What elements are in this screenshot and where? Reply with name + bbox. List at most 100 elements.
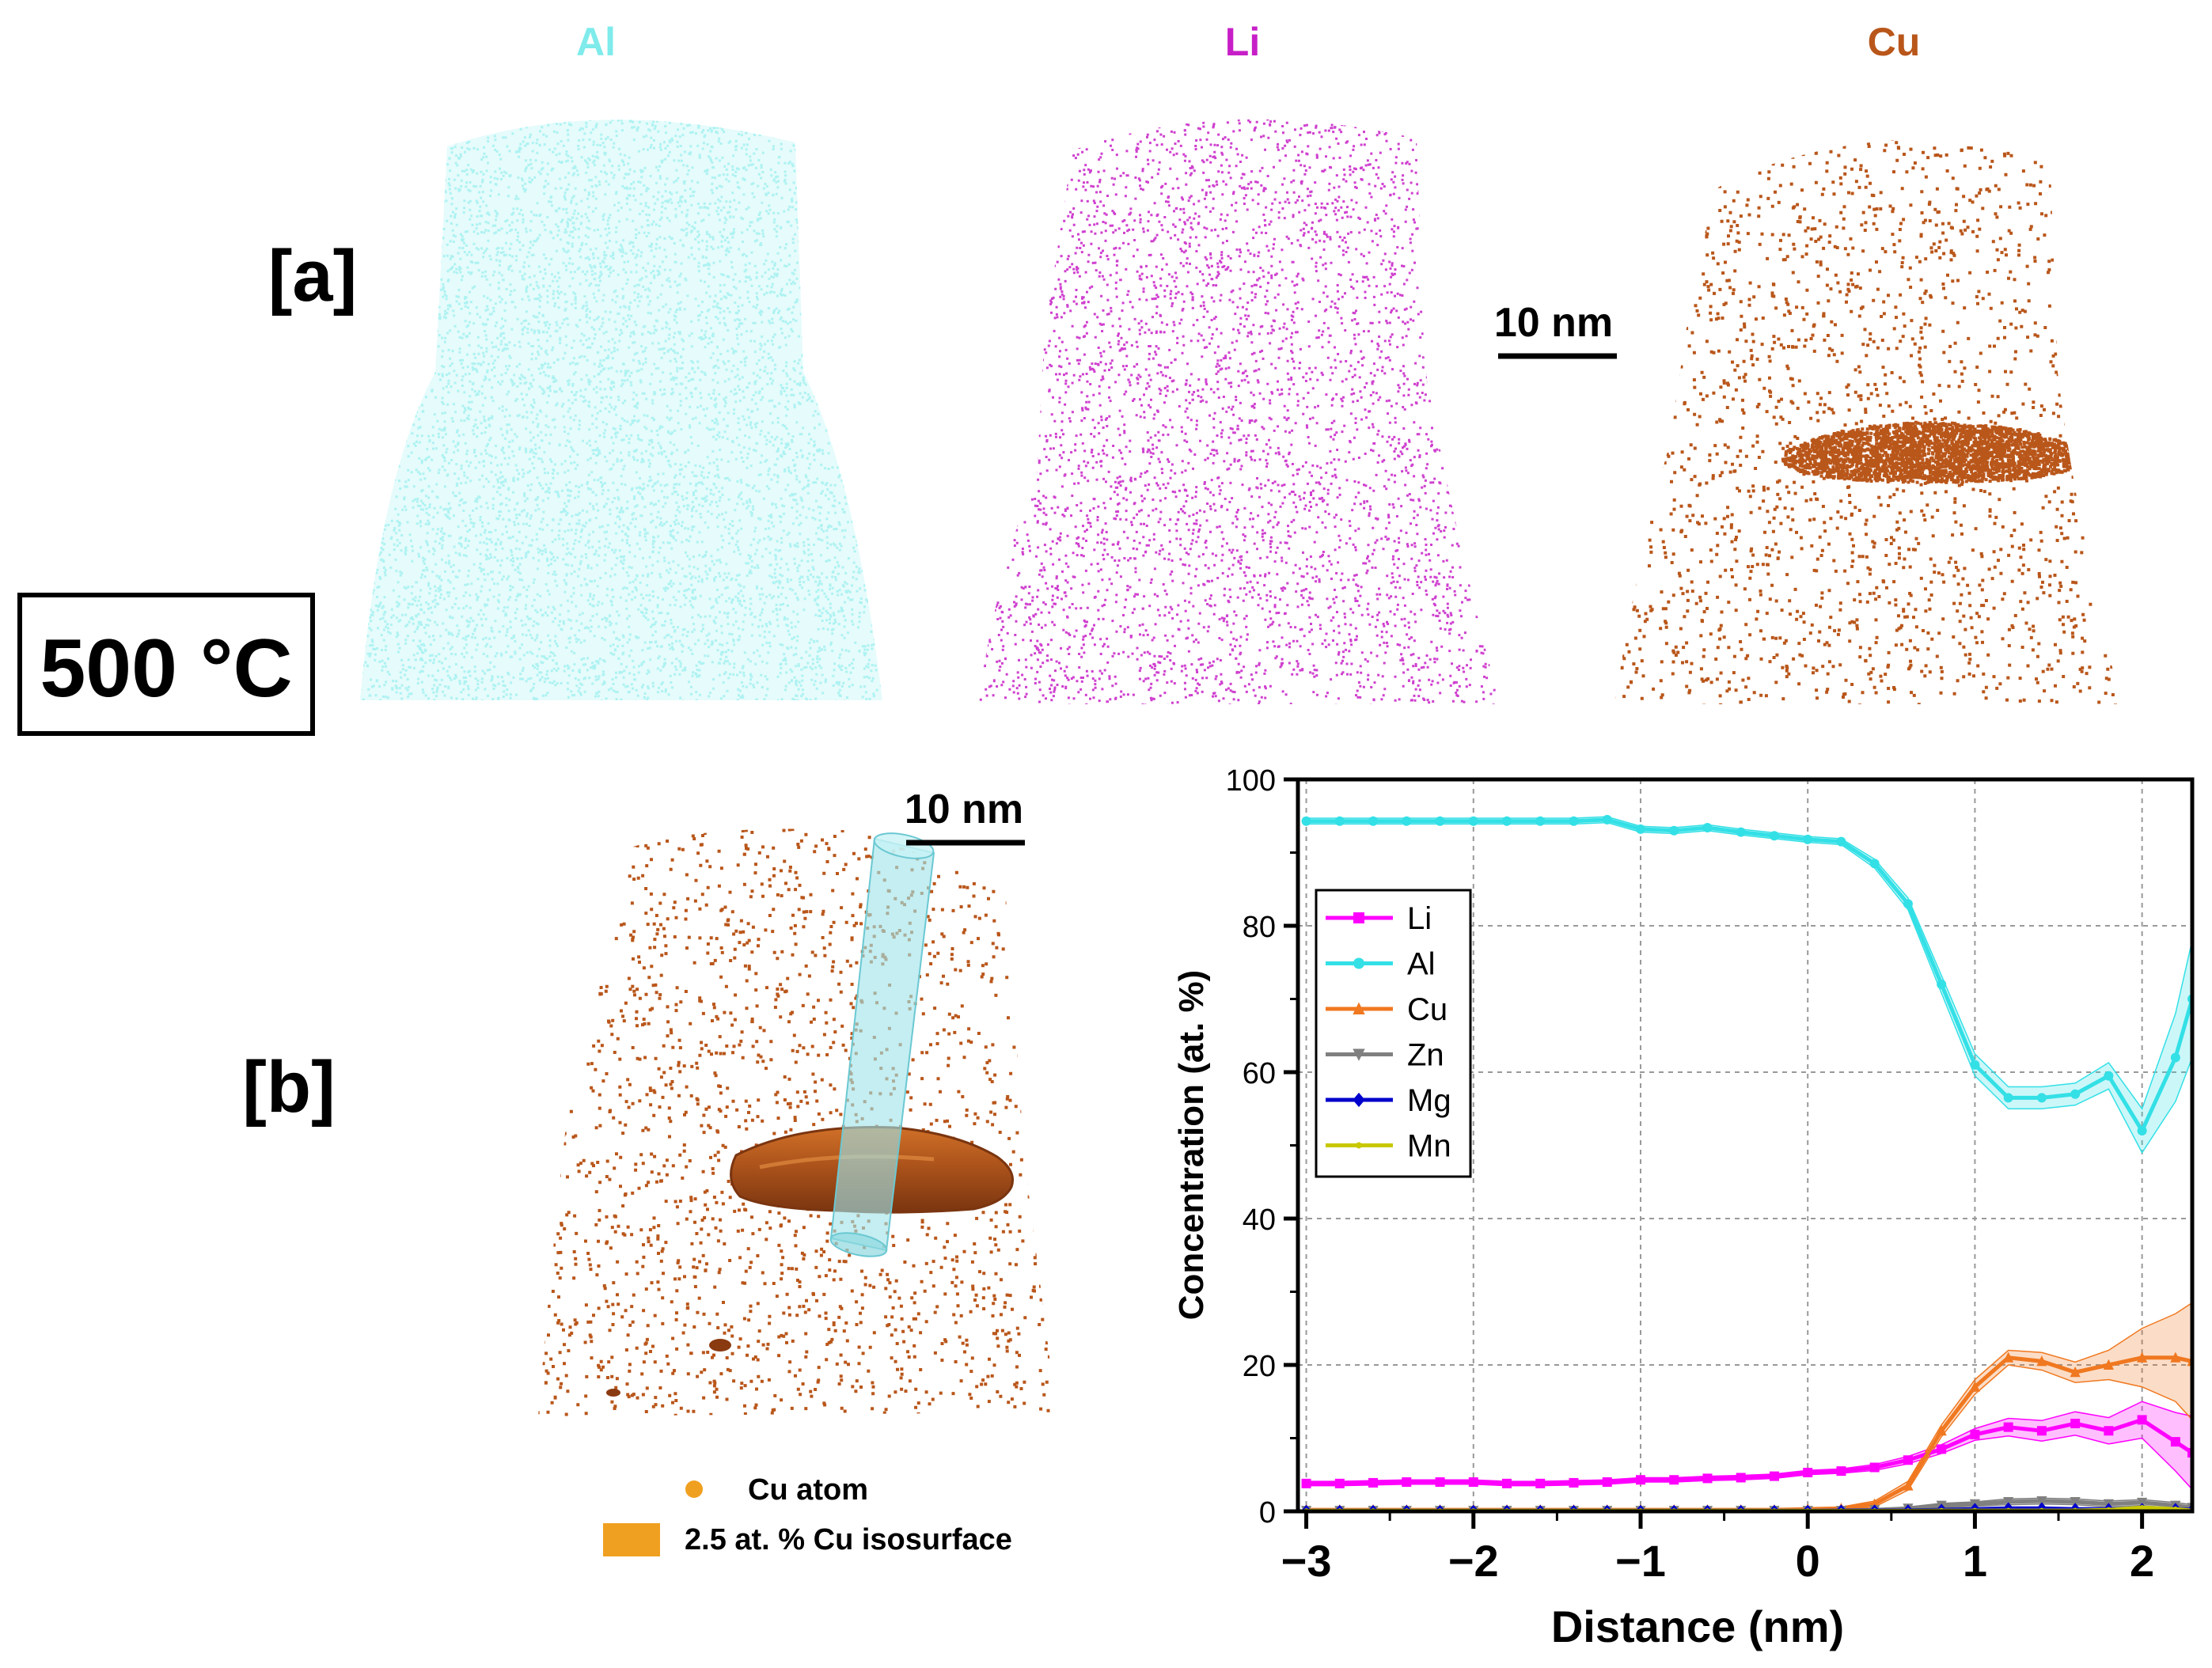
data-point-al [1836,836,1846,847]
data-point-zn [2070,1496,2081,1508]
data-point-al [1970,1060,1980,1070]
al-map-title: Al [576,20,616,64]
data-point-li [1769,1471,1779,1481]
data-point-li [2170,1437,2180,1447]
cu-atom-legend-label: Cu atom [748,1473,868,1507]
legend-label-li: Li [1407,901,1432,936]
x-tick-label: −3 [1281,1536,1332,1586]
data-point-li [2070,1419,2081,1428]
legend-label-al: Al [1407,947,1436,982]
data-point-li [1635,1475,1645,1485]
data-point-al [1803,834,1813,844]
atom-dots [360,119,882,700]
data-point-al [1435,816,1445,826]
data-point-li [1836,1466,1846,1477]
precipitate-dots [1781,421,2085,484]
data-point-al [1769,831,1779,841]
roi-cylinder [829,832,935,1257]
legend-marker-zn [1353,1048,1365,1061]
data-point-al [1602,814,1612,825]
data-point-al [2104,1071,2114,1081]
y-tick-label: 60 [1243,1057,1276,1090]
data-point-al [1903,899,1913,909]
data-point-al [1569,816,1579,826]
data-point-al [1635,824,1645,834]
data-point-li [1736,1473,1746,1483]
data-point-cu [2137,1351,2148,1363]
legend-marker-mg [1353,1092,1365,1108]
data-point-li [2036,1426,2047,1436]
concentration-chart: −3 −2 −1 0 1 2 0 20 40 60 80 100 Distance (nm) Con… [1172,764,2195,1651]
al-atom-map [360,119,882,700]
legend-box [1315,889,1472,1178]
y-tick-label: 40 [1243,1204,1276,1237]
series-line-al [1306,817,2192,1135]
data-point-al [1502,816,1512,826]
cu-map-title: Cu [1868,20,1921,64]
legend-label-mg: Mg [1407,1083,1451,1118]
chart-legend: Li Al Cu Zn Mg Mn [1315,889,1472,1178]
data-point-cu [1969,1381,1981,1392]
data-point-al [1702,823,1713,833]
data-point-al [1937,980,1947,989]
data-point-al [2036,1093,2047,1103]
data-point-li [1435,1477,1445,1487]
data-point-li [1903,1455,1913,1465]
series-band-al [1305,816,2192,1154]
atom-dots [1614,138,2121,704]
data-point-li [2137,1415,2147,1425]
data-point-li [1602,1477,1612,1487]
data-point-cu [1903,1480,1914,1491]
x-tick-label: 0 [1796,1536,1820,1586]
data-point-li [1502,1478,1512,1488]
legend-marker-mn [1352,1142,1366,1149]
data-point-al [1869,859,1880,869]
data-point-li [1468,1477,1478,1487]
temperature-label: 500 °C [40,623,292,715]
x-tick-label: −2 [1448,1536,1499,1586]
data-point-al [2003,1093,2013,1103]
cu-atom-legend-marker [685,1480,703,1498]
data-point-li [1402,1477,1412,1487]
data-point-li [1301,1478,1311,1488]
data-point-al [2070,1089,2081,1099]
data-point-cu [2036,1355,2047,1367]
data-point-li [1368,1477,1379,1488]
data-point-al [2137,1126,2147,1135]
data-point-li [1669,1475,1679,1485]
legend-marker-al [1353,957,1364,969]
data-point-al [1368,816,1379,826]
isosurface-legend-swatch [603,1523,660,1556]
data-point-li [1970,1429,1980,1439]
cu-reconstruction-b [538,828,1057,1416]
data-point-al [1669,825,1679,836]
data-point-al [1535,816,1546,826]
data-point-al [1334,816,1345,826]
li-atom-map [977,119,1500,705]
y-tick-label: 20 [1243,1350,1276,1383]
legend-label-zn: Zn [1407,1038,1444,1073]
legend-label-mn: Mn [1407,1129,1451,1164]
data-point-li [2187,1448,2192,1458]
data-point-li [2104,1426,2114,1436]
data-point-li [1334,1478,1345,1488]
y-tick-label: 0 [1259,1496,1276,1530]
data-point-al [2170,1052,2180,1063]
data-point-cu [2103,1359,2114,1370]
data-point-zn [2036,1496,2047,1507]
data-point-mn [2136,1504,2148,1511]
data-point-al [1468,816,1478,826]
data-point-li [1937,1444,1947,1454]
x-axis-label: Distance (nm) [1551,1602,1844,1651]
data-point-al [1736,827,1746,837]
data-point-al [1402,816,1412,826]
cu-atom-map [1614,138,2121,704]
data-point-cu [2070,1367,2081,1378]
data-point-li [2003,1422,2013,1432]
y-axis-label: Concentration (at. %) [1172,970,1211,1320]
series-line-li [1306,1417,2192,1486]
isosurface-legend-label: 2.5 at. % Cu isosurface [685,1523,1012,1556]
y-tick-label: 100 [1226,764,1276,798]
data-point-li [1803,1467,1813,1477]
